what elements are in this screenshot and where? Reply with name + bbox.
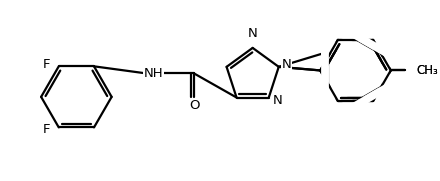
Text: CH₃: CH₃ (416, 64, 438, 77)
Text: N: N (273, 94, 282, 107)
Text: CH₃: CH₃ (416, 64, 438, 77)
Text: F: F (42, 58, 50, 71)
Text: NH: NH (144, 67, 164, 80)
Text: F: F (42, 123, 50, 136)
Text: N: N (248, 27, 257, 40)
Text: O: O (190, 99, 200, 112)
Text: N: N (282, 58, 291, 71)
